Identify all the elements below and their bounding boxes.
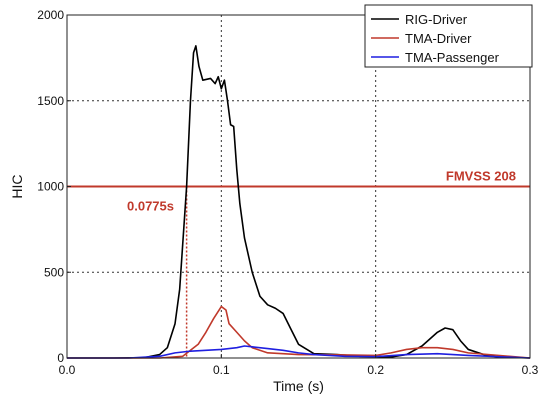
y-ticks: 0 500 1000 1500 2000 <box>37 8 71 365</box>
y-tick-label: 2000 <box>37 8 64 22</box>
y-tick-label: 500 <box>44 265 64 279</box>
series-tma-passenger <box>67 345 531 359</box>
series-rig-driver <box>67 45 531 359</box>
reference-line-group <box>67 185 530 358</box>
y-tick-label: 0 <box>57 351 64 365</box>
series-group <box>67 45 531 359</box>
legend-label-tma-driver: TMA-Driver <box>405 31 472 46</box>
y-tick-label: 1500 <box>37 94 64 108</box>
x-axis-label: Time (s) <box>273 378 324 394</box>
x-tick-label: 0.1 <box>213 363 230 377</box>
reference-line-label: FMVSS 208 <box>446 169 516 184</box>
legend-label-rig-driver: RIG-Driver <box>405 12 468 27</box>
x-ticks: 0.0 0.1 0.2 0.3 <box>59 354 539 377</box>
y-axis-label: HIC <box>9 174 25 198</box>
legend: RIG-Driver TMA-Driver TMA-Passenger <box>364 4 533 68</box>
annotation-label: 0.0775s <box>127 199 174 214</box>
series-tma-driver <box>67 305 531 359</box>
legend-label-tma-passenger: TMA-Passenger <box>405 50 500 65</box>
x-tick-label: 0.0 <box>59 363 76 377</box>
x-tick-label: 0.2 <box>367 363 384 377</box>
y-tick-label: 1000 <box>37 180 64 194</box>
x-tick-label: 0.3 <box>522 363 539 377</box>
